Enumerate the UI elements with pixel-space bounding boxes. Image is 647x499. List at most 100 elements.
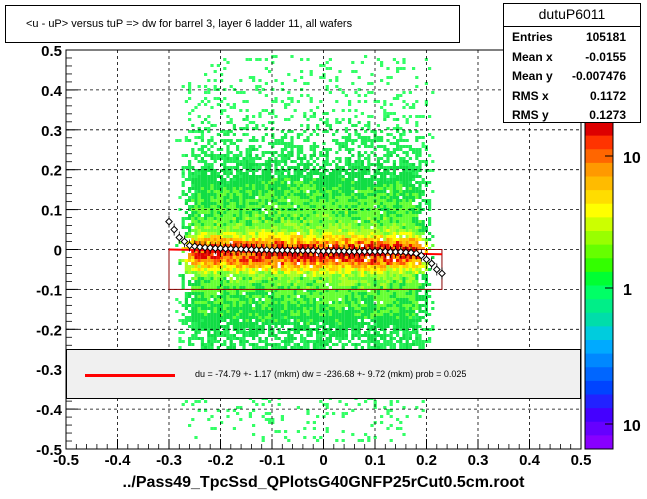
heatmap-cell [335,256,339,259]
heatmap-cell [258,223,262,226]
heatmap-cell [380,334,384,337]
heatmap-cell [232,286,236,289]
heatmap-cell [280,169,284,172]
heatmap-cell [306,310,310,313]
heatmap-cell [207,325,211,328]
heatmap-cell [242,286,246,289]
heatmap-cell [245,184,249,187]
heatmap-cell [357,181,361,184]
heatmap-cell [354,325,358,328]
heatmap-cell [335,226,339,229]
heatmap-cell [322,223,326,226]
heatmap-cell [188,310,192,313]
heatmap-cell [344,241,348,244]
heatmap-cell [213,223,217,226]
heatmap-cell [287,178,291,181]
heatmap-cell [191,418,195,421]
heatmap-cell [277,208,281,211]
heatmap-cell [258,274,262,277]
heatmap-cell [309,241,313,244]
heatmap-cell [248,58,252,61]
heatmap-cell [399,187,403,190]
heatmap-cell [338,277,342,280]
heatmap-cell [376,193,380,196]
heatmap-cell [322,283,326,286]
heatmap-cell [348,271,352,274]
heatmap-cell [354,115,358,118]
heatmap-cell [271,256,275,259]
heatmap-cell [386,232,390,235]
heatmap-cell [236,196,240,199]
heatmap-cell [226,304,230,307]
heatmap-cell [280,313,284,316]
heatmap-cell [296,298,300,301]
heatmap-cell [239,256,243,259]
heatmap-cell [389,274,393,277]
heatmap-cell [226,244,230,247]
heatmap-cell [194,181,198,184]
heatmap-cell [296,181,300,184]
heatmap-cell [220,163,224,166]
heatmap-cell [226,157,230,160]
heatmap-cell [236,190,240,193]
heatmap-cell [242,265,246,268]
heatmap-cell [245,325,249,328]
heatmap-cell [232,241,236,244]
heatmap-cell [383,109,387,112]
heatmap-cell [293,244,297,247]
heatmap-cell [396,316,400,319]
heatmap-cell [236,289,240,292]
heatmap-cell [338,256,342,259]
heatmap-cell [370,139,374,142]
heatmap-cell [344,337,348,340]
heatmap-cell [312,319,316,322]
heatmap-cell [280,322,284,325]
heatmap-cell [252,274,256,277]
heatmap-cell [268,259,272,262]
heatmap-cell [300,211,304,214]
heatmap-cell [258,259,262,262]
heatmap-cell [332,109,336,112]
heatmap-cell [376,178,380,181]
heatmap-cell [354,253,358,256]
heatmap-cell [223,226,227,229]
heatmap-cell [322,205,326,208]
heatmap-cell [178,274,182,277]
heatmap-cell [335,184,339,187]
heatmap-cell [380,322,384,325]
heatmap-cell [236,184,240,187]
heatmap-cell [338,142,342,145]
heatmap-cell [309,202,313,205]
heatmap-cell [200,196,204,199]
heatmap-cell [188,163,192,166]
heatmap-cell [364,181,368,184]
heatmap-cell [392,160,396,163]
heatmap-cell [392,289,396,292]
heatmap-cell [312,172,316,175]
heatmap-cell [239,220,243,223]
heatmap-cell [338,292,342,295]
heatmap-cell [376,220,380,223]
heatmap-cell [287,226,291,229]
heatmap-cell [367,235,371,238]
heatmap-cell [293,199,297,202]
heatmap-cell [287,166,291,169]
heatmap-cell [232,103,236,106]
heatmap-cell [229,313,233,316]
heatmap-cell [287,277,291,280]
heatmap-cell [354,307,358,310]
heatmap-cell [367,316,371,319]
heatmap-cell [207,190,211,193]
heatmap-cell [287,103,291,106]
heatmap-cell [207,169,211,172]
heatmap-cell [396,331,400,334]
heatmap-cell [316,313,320,316]
heatmap-cell [306,259,310,262]
heatmap-cell [399,232,403,235]
heatmap-cell [360,271,364,274]
heatmap-cell [223,331,227,334]
heatmap-cell [386,316,390,319]
heatmap-cell [360,253,364,256]
heatmap-cell [300,94,304,97]
heatmap-cell [236,208,240,211]
